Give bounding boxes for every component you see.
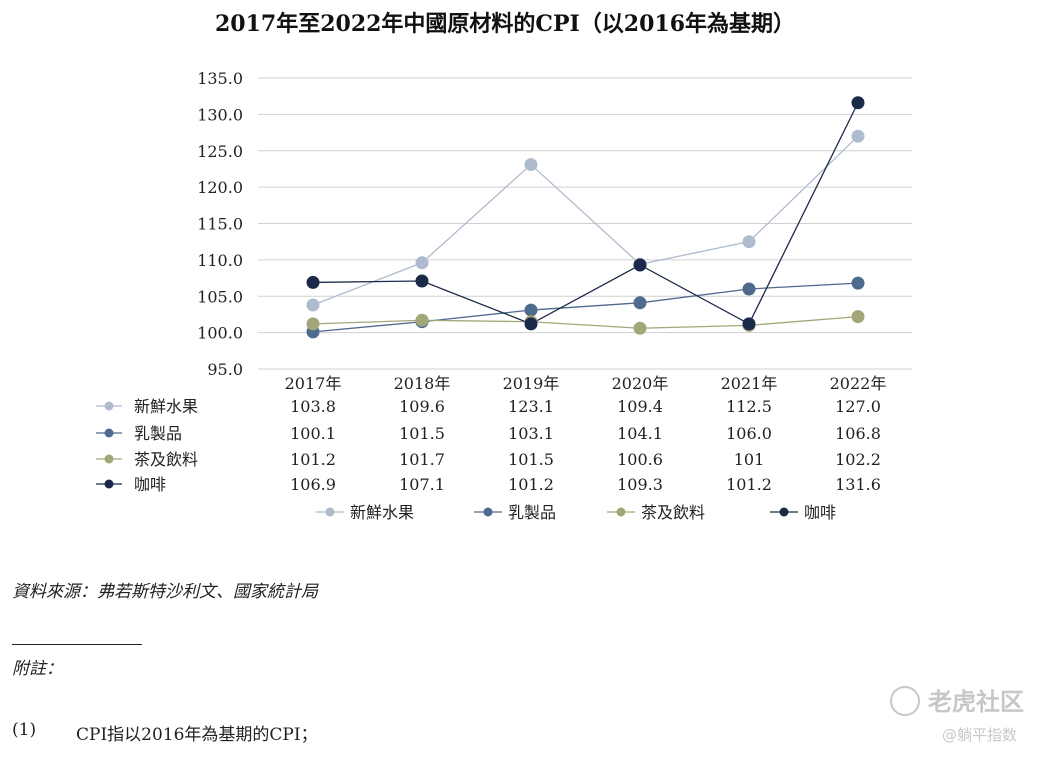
data-point (742, 235, 756, 249)
y-tick-label: 115.0 (197, 215, 243, 234)
watermark-main: 老虎社区 (928, 688, 1024, 716)
table-value: 100.6 (617, 450, 663, 469)
table-series-name: 茶及飲料 (134, 450, 198, 469)
x-tick-label: 2021年 (721, 374, 778, 393)
legend-marker (779, 507, 789, 517)
table-series-name: 咖啡 (134, 475, 166, 494)
data-point (306, 275, 320, 289)
data-point (524, 158, 538, 172)
data-point (851, 276, 865, 290)
y-tick-label: 135.0 (197, 69, 243, 88)
y-tick-label: 100.0 (197, 324, 243, 343)
table-series-name: 乳製品 (134, 424, 182, 443)
table-value: 109.4 (617, 397, 663, 416)
y-tick-label: 125.0 (197, 142, 243, 161)
legend-marker (483, 507, 493, 517)
x-axis-ticks: 2017年 2018年 2019年 2020年 2021年 2022年 (285, 374, 887, 393)
data-point (851, 129, 865, 143)
table-legend-marker (104, 401, 114, 411)
table-value: 107.1 (399, 475, 445, 494)
table-value: 127.0 (835, 397, 881, 416)
watermark-sub: @躺平指数 (942, 726, 1018, 744)
notes-heading: 附註： (12, 659, 63, 679)
y-tick-label: 110.0 (197, 251, 243, 270)
chart-title: 2017年至2022年中國原材料的CPI（以2016年為基期） (214, 11, 796, 37)
data-point (306, 317, 320, 331)
series-lines (312, 102, 859, 333)
legend-label: 咖啡 (804, 503, 836, 522)
data-point (415, 313, 429, 327)
table-value: 100.1 (290, 424, 336, 443)
note-text: CPI指以2016年為基期的CPI； (76, 725, 318, 745)
line-chart: 95.0 100.0 105.0 110.0 115.0 120.0 125.0 130.0 1… (96, 69, 912, 522)
series-line (312, 135, 859, 306)
data-point (633, 258, 647, 272)
source-note: 資料來源：弗若斯特沙利文、國家統計局 (12, 582, 318, 602)
data-point (851, 96, 865, 110)
table-value: 101.2 (726, 475, 772, 494)
data-point (415, 274, 429, 288)
table-value: 101.2 (508, 475, 554, 494)
data-point (306, 298, 320, 312)
data-point (524, 317, 538, 331)
table-legend-marker (104, 479, 114, 489)
table-value: 101 (734, 450, 765, 469)
table-value: 131.6 (835, 475, 881, 494)
legend-marker (325, 507, 335, 517)
y-tick-label: 95.0 (207, 360, 243, 379)
grid-lines (258, 77, 912, 370)
legend: 新鮮水果 乳製品 茶及飲料 咖啡 (316, 503, 836, 522)
x-tick-label: 2019年 (503, 374, 560, 393)
table-value: 104.1 (617, 424, 663, 443)
x-tick-label: 2018年 (394, 374, 451, 393)
table-value: 101.2 (290, 450, 336, 469)
series-line (312, 315, 859, 329)
x-tick-label: 2020年 (612, 374, 669, 393)
legend-label: 新鮮水果 (350, 503, 414, 522)
watermark-logo-icon (890, 686, 920, 716)
legend-label: 乳製品 (508, 503, 556, 522)
data-table: 新鮮水果 103.8 109.6 123.1 109.4 112.5 127.0 乳製品 100… (96, 397, 881, 494)
table-value: 106.8 (835, 424, 881, 443)
y-tick-label: 120.0 (197, 178, 243, 197)
data-point (742, 317, 756, 331)
series-line (312, 102, 859, 325)
legend-label: 茶及飲料 (641, 503, 705, 522)
table-value: 106.9 (290, 475, 336, 494)
note-number: (1) (12, 720, 37, 740)
footnote-divider (12, 644, 142, 645)
table-value: 101.5 (399, 424, 445, 443)
x-tick-label: 2022年 (830, 374, 887, 393)
watermark: 老虎社区 @躺平指数 (886, 682, 1051, 752)
data-point (633, 321, 647, 335)
x-tick-label: 2017年 (285, 374, 342, 393)
table-value: 112.5 (726, 397, 772, 416)
table-value: 109.6 (399, 397, 445, 416)
table-series-name: 新鮮水果 (134, 397, 198, 416)
table-value: 101.7 (399, 450, 445, 469)
y-tick-label: 130.0 (197, 105, 243, 124)
series-points (306, 96, 865, 339)
data-point (851, 310, 865, 324)
table-value: 106.0 (726, 424, 772, 443)
y-axis-ticks: 95.0 100.0 105.0 110.0 115.0 120.0 125.0 130.0 1… (197, 69, 243, 379)
data-point (742, 282, 756, 296)
table-legend-marker (104, 454, 114, 464)
table-value: 103.1 (508, 424, 554, 443)
table-value: 109.3 (617, 475, 663, 494)
data-point (415, 256, 429, 270)
table-value: 103.8 (290, 397, 336, 416)
table-value: 123.1 (508, 397, 554, 416)
data-point (633, 296, 647, 310)
table-legend-marker (104, 428, 114, 438)
table-value: 102.2 (835, 450, 881, 469)
table-value: 101.5 (508, 450, 554, 469)
y-tick-label: 105.0 (197, 287, 243, 306)
data-point (524, 303, 538, 317)
legend-marker (616, 507, 626, 517)
